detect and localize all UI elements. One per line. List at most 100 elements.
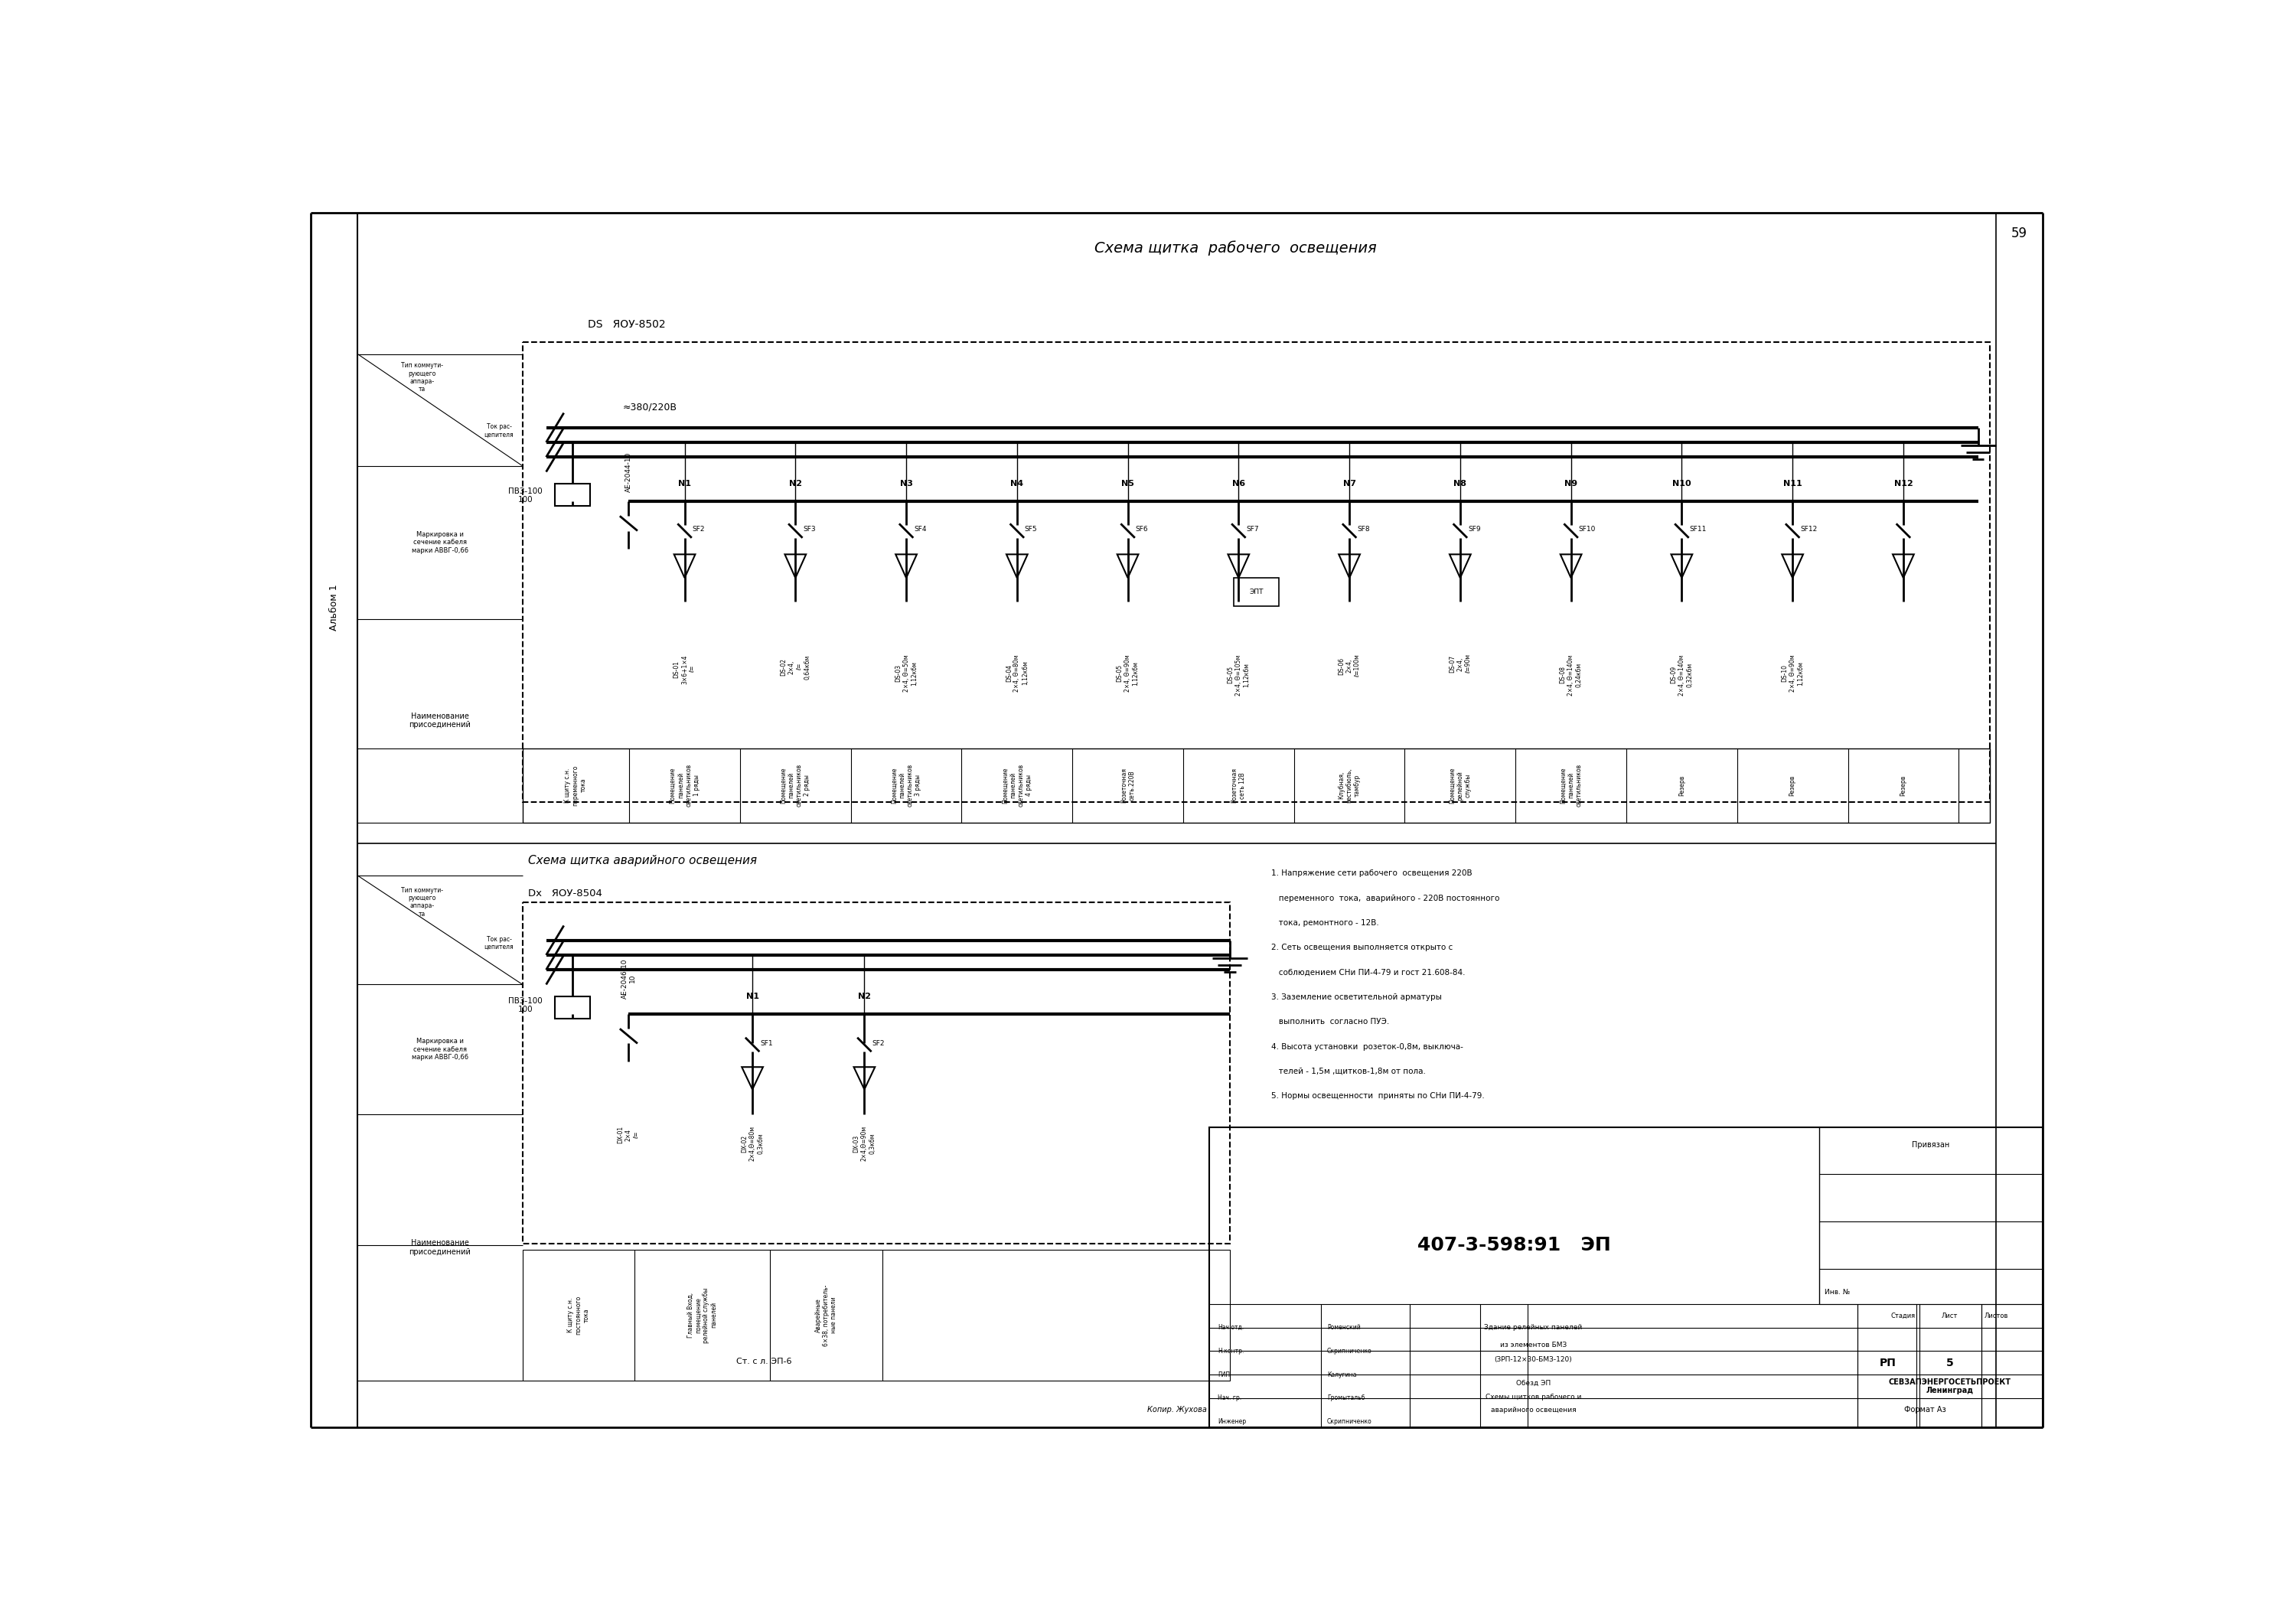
- Text: Клубная,
вестибюль,
тамбур: Клубная, вестибюль, тамбур: [1339, 768, 1362, 802]
- Text: Формат Аз: Формат Аз: [1903, 1406, 1947, 1415]
- Text: Ст. с л. ЭП-6: Ст. с л. ЭП-6: [737, 1358, 792, 1366]
- Text: Схема щитка аварийного освещения: Схема щитка аварийного освещения: [528, 856, 758, 867]
- Text: Розеточная
сеть 12В: Розеточная сеть 12В: [1231, 768, 1247, 802]
- Text: DS-04
2×4, Θ=80м
1,12кбм: DS-04 2×4, Θ=80м 1,12кбм: [1006, 654, 1029, 692]
- Text: аварийного освещения: аварийного освещения: [1490, 1406, 1575, 1413]
- Text: Схемы щитков рабочего и: Схемы щитков рабочего и: [1486, 1393, 1582, 1400]
- Text: АЕ-2046-10
10: АЕ-2046-10 10: [622, 958, 636, 999]
- Text: DS   ЯОУ-8502: DS ЯОУ-8502: [588, 320, 666, 330]
- Text: Главный Вход,
помещение
релейной службы
панелей: Главный Вход, помещение релейной службы …: [687, 1288, 719, 1343]
- Text: Резерв: Резерв: [1789, 775, 1795, 796]
- Text: SF8: SF8: [1357, 526, 1371, 533]
- Text: DS-01
3×6+1×4
ℓ=: DS-01 3×6+1×4 ℓ=: [673, 654, 696, 684]
- Bar: [556, 484, 590, 507]
- Text: DX-01
2×4
ℓ=: DX-01 2×4 ℓ=: [618, 1125, 641, 1143]
- Text: 59: 59: [2011, 226, 2027, 240]
- Text: N5: N5: [1120, 479, 1134, 487]
- Text: Ток рас-
цепителя: Ток рас- цепителя: [484, 935, 514, 950]
- Text: Тип коммути-
рующего
аппара-
та: Тип коммути- рующего аппара- та: [402, 362, 443, 393]
- Text: SF9: SF9: [1467, 526, 1481, 533]
- Text: Обезд ЭП: Обезд ЭП: [1515, 1380, 1550, 1387]
- Text: Здание релейных панелей: Здание релейных панелей: [1483, 1324, 1582, 1332]
- Text: DS-03
2×4, Θ=50м
1,12кбм: DS-03 2×4, Θ=50м 1,12кбм: [895, 654, 918, 692]
- Text: N4: N4: [1010, 479, 1024, 487]
- Text: ГИП: ГИП: [1217, 1371, 1231, 1379]
- Text: DX-02
2×4,Θ=80м
0,3кбм: DX-02 2×4,Θ=80м 0,3кбм: [742, 1125, 765, 1161]
- Text: АЕ-2044-10: АЕ-2044-10: [625, 451, 631, 492]
- Text: Инженер: Инженер: [1217, 1418, 1247, 1426]
- Text: N8: N8: [1453, 479, 1467, 487]
- Bar: [523, 749, 1991, 822]
- Text: Помещение
панелей
светильников
3 ряды: Помещение панелей светильников 3 ряды: [891, 763, 921, 807]
- Text: Помещение
панелей
светильников
1 ряды: Помещение панелей светильников 1 ряды: [668, 763, 700, 807]
- Text: 5: 5: [1947, 1358, 1954, 1367]
- Text: 407-3-598:91   ЭП: 407-3-598:91 ЭП: [1417, 1236, 1609, 1254]
- Bar: [523, 343, 1991, 802]
- Text: Розеточная
сеть.220В: Розеточная сеть.220В: [1120, 768, 1134, 802]
- Text: Маркировка и
сечение кабеля
марки АВВГ-0,66: Маркировка и сечение кабеля марки АВВГ-0…: [411, 1038, 468, 1060]
- Text: 5. Нормы освещенности  приняты по СНи ПИ-4-79.: 5. Нормы освещенности приняты по СНи ПИ-…: [1272, 1093, 1483, 1099]
- Text: СЕВЗАПЭНЕРГОСЕТЬПРОЕКТ
Ленинград: СЕВЗАПЭНЕРГОСЕТЬПРОЕКТ Ленинград: [1890, 1379, 2011, 1395]
- Text: Резерв: Резерв: [1678, 775, 1685, 796]
- Text: ПВЗ-100
100: ПВЗ-100 100: [507, 997, 542, 1013]
- Text: SF10: SF10: [1580, 526, 1596, 533]
- Text: Помещение
панелей
светильников
4 ряды: Помещение панелей светильников 4 ряды: [1001, 763, 1033, 807]
- Text: К щиту с.н.
переменного
тока: К щиту с.н. переменного тока: [565, 765, 588, 806]
- Text: SF12: SF12: [1800, 526, 1816, 533]
- Text: SF6: SF6: [1137, 526, 1148, 533]
- Text: 2. Сеть освещения выполняется открыто с: 2. Сеть освещения выполняется открыто с: [1272, 944, 1453, 952]
- Text: телей - 1,5м ,щитков-1,8м от пола.: телей - 1,5м ,щитков-1,8м от пола.: [1272, 1067, 1426, 1075]
- Text: выполнить  согласно ПУЭ.: выполнить согласно ПУЭ.: [1272, 1018, 1389, 1026]
- Text: Н.контр.: Н.контр.: [1217, 1348, 1244, 1354]
- Text: DS-02
2×4,
ℓ=
0,64кбм: DS-02 2×4, ℓ= 0,64кбм: [781, 654, 810, 679]
- Text: Маркировка и
сечение кабеля
марки АВВГ-0,66: Маркировка и сечение кабеля марки АВВГ-0…: [411, 531, 468, 554]
- Text: N1: N1: [677, 479, 691, 487]
- Text: Наименование
присоединений: Наименование присоединений: [409, 1239, 471, 1255]
- Text: переменного  тока,  аварийного - 220В постоянного: переменного тока, аварийного - 220В пост…: [1272, 895, 1499, 901]
- Text: Роменский: Роменский: [1327, 1324, 1362, 1332]
- Bar: [523, 1250, 1231, 1380]
- Text: Скрипниченко: Скрипниченко: [1327, 1348, 1373, 1354]
- Text: DS-07
2×4,
ℓ=90м: DS-07 2×4, ℓ=90м: [1449, 654, 1472, 674]
- Text: SF4: SF4: [914, 526, 928, 533]
- Bar: [523, 901, 1231, 1244]
- Text: N6: N6: [1233, 479, 1244, 487]
- Text: тока, ремонтного - 12В.: тока, ремонтного - 12В.: [1272, 919, 1378, 927]
- Text: N7: N7: [1343, 479, 1357, 487]
- Text: SF5: SF5: [1024, 526, 1038, 533]
- Text: N10: N10: [1671, 479, 1692, 487]
- Text: SF3: SF3: [804, 526, 815, 533]
- Text: 4. Высота установки  розеток-0,8м, выключа-: 4. Высота установки розеток-0,8м, выключ…: [1272, 1043, 1463, 1051]
- Text: Ток рас-
цепителя: Ток рас- цепителя: [484, 424, 514, 438]
- Text: Копир. Жухова: Копир. Жухова: [1148, 1406, 1205, 1415]
- Text: DS-06
2×4,
ℓ=100м: DS-06 2×4, ℓ=100м: [1339, 654, 1362, 677]
- Text: 3. Заземление осветительной арматуры: 3. Заземление осветительной арматуры: [1272, 994, 1442, 1000]
- Text: Помещение
панелей
светильников
2 ряды: Помещение панелей светильников 2 ряды: [781, 763, 810, 807]
- Text: Лист: Лист: [1942, 1312, 1958, 1319]
- Text: Нач. гр.: Нач. гр.: [1217, 1395, 1242, 1402]
- Text: SF2: SF2: [693, 526, 705, 533]
- Text: N11: N11: [1784, 479, 1802, 487]
- Text: Тип коммути-
рующего
аппара-
та: Тип коммути- рующего аппара- та: [402, 887, 443, 918]
- Text: N2: N2: [859, 992, 870, 1000]
- Text: DX-03
2×4,Θ=90м
0,3кбм: DX-03 2×4,Θ=90м 0,3кбм: [854, 1125, 875, 1161]
- Text: Громытальб: Громытальб: [1327, 1395, 1364, 1402]
- Text: SF11: SF11: [1690, 526, 1706, 533]
- Text: N9: N9: [1564, 479, 1577, 487]
- Text: (ЗРП-12×30-БМЗ-120): (ЗРП-12×30-БМЗ-120): [1495, 1356, 1573, 1364]
- Text: DS-05
2×4, Θ=90м
1,12кбм: DS-05 2×4, Θ=90м 1,12кбм: [1116, 654, 1139, 692]
- Text: Наименование
присоединений: Наименование присоединений: [409, 713, 471, 729]
- Text: ЭПТ: ЭПТ: [1249, 588, 1263, 596]
- Text: Скрипниченко: Скрипниченко: [1327, 1418, 1373, 1426]
- Text: Стадия: Стадия: [1892, 1312, 1915, 1319]
- Text: Нач.отд.: Нач.отд.: [1217, 1324, 1244, 1332]
- Text: Резерв: Резерв: [1899, 775, 1906, 796]
- Text: Калугина: Калугина: [1327, 1371, 1357, 1379]
- Text: SF1: SF1: [760, 1039, 774, 1047]
- Text: Помещение
панелей
светильников: Помещение панелей светильников: [1559, 763, 1582, 807]
- Text: Альбом 1: Альбом 1: [328, 585, 340, 630]
- Text: N2: N2: [790, 479, 801, 487]
- Text: ≈380/220В: ≈380/220В: [622, 403, 677, 412]
- Text: Помещение
релейной
службы: Помещение релейной службы: [1449, 767, 1472, 804]
- Text: Аварейные
6×38, потребитель-
ные панели: Аварейные 6×38, потребитель- ные панели: [815, 1285, 838, 1346]
